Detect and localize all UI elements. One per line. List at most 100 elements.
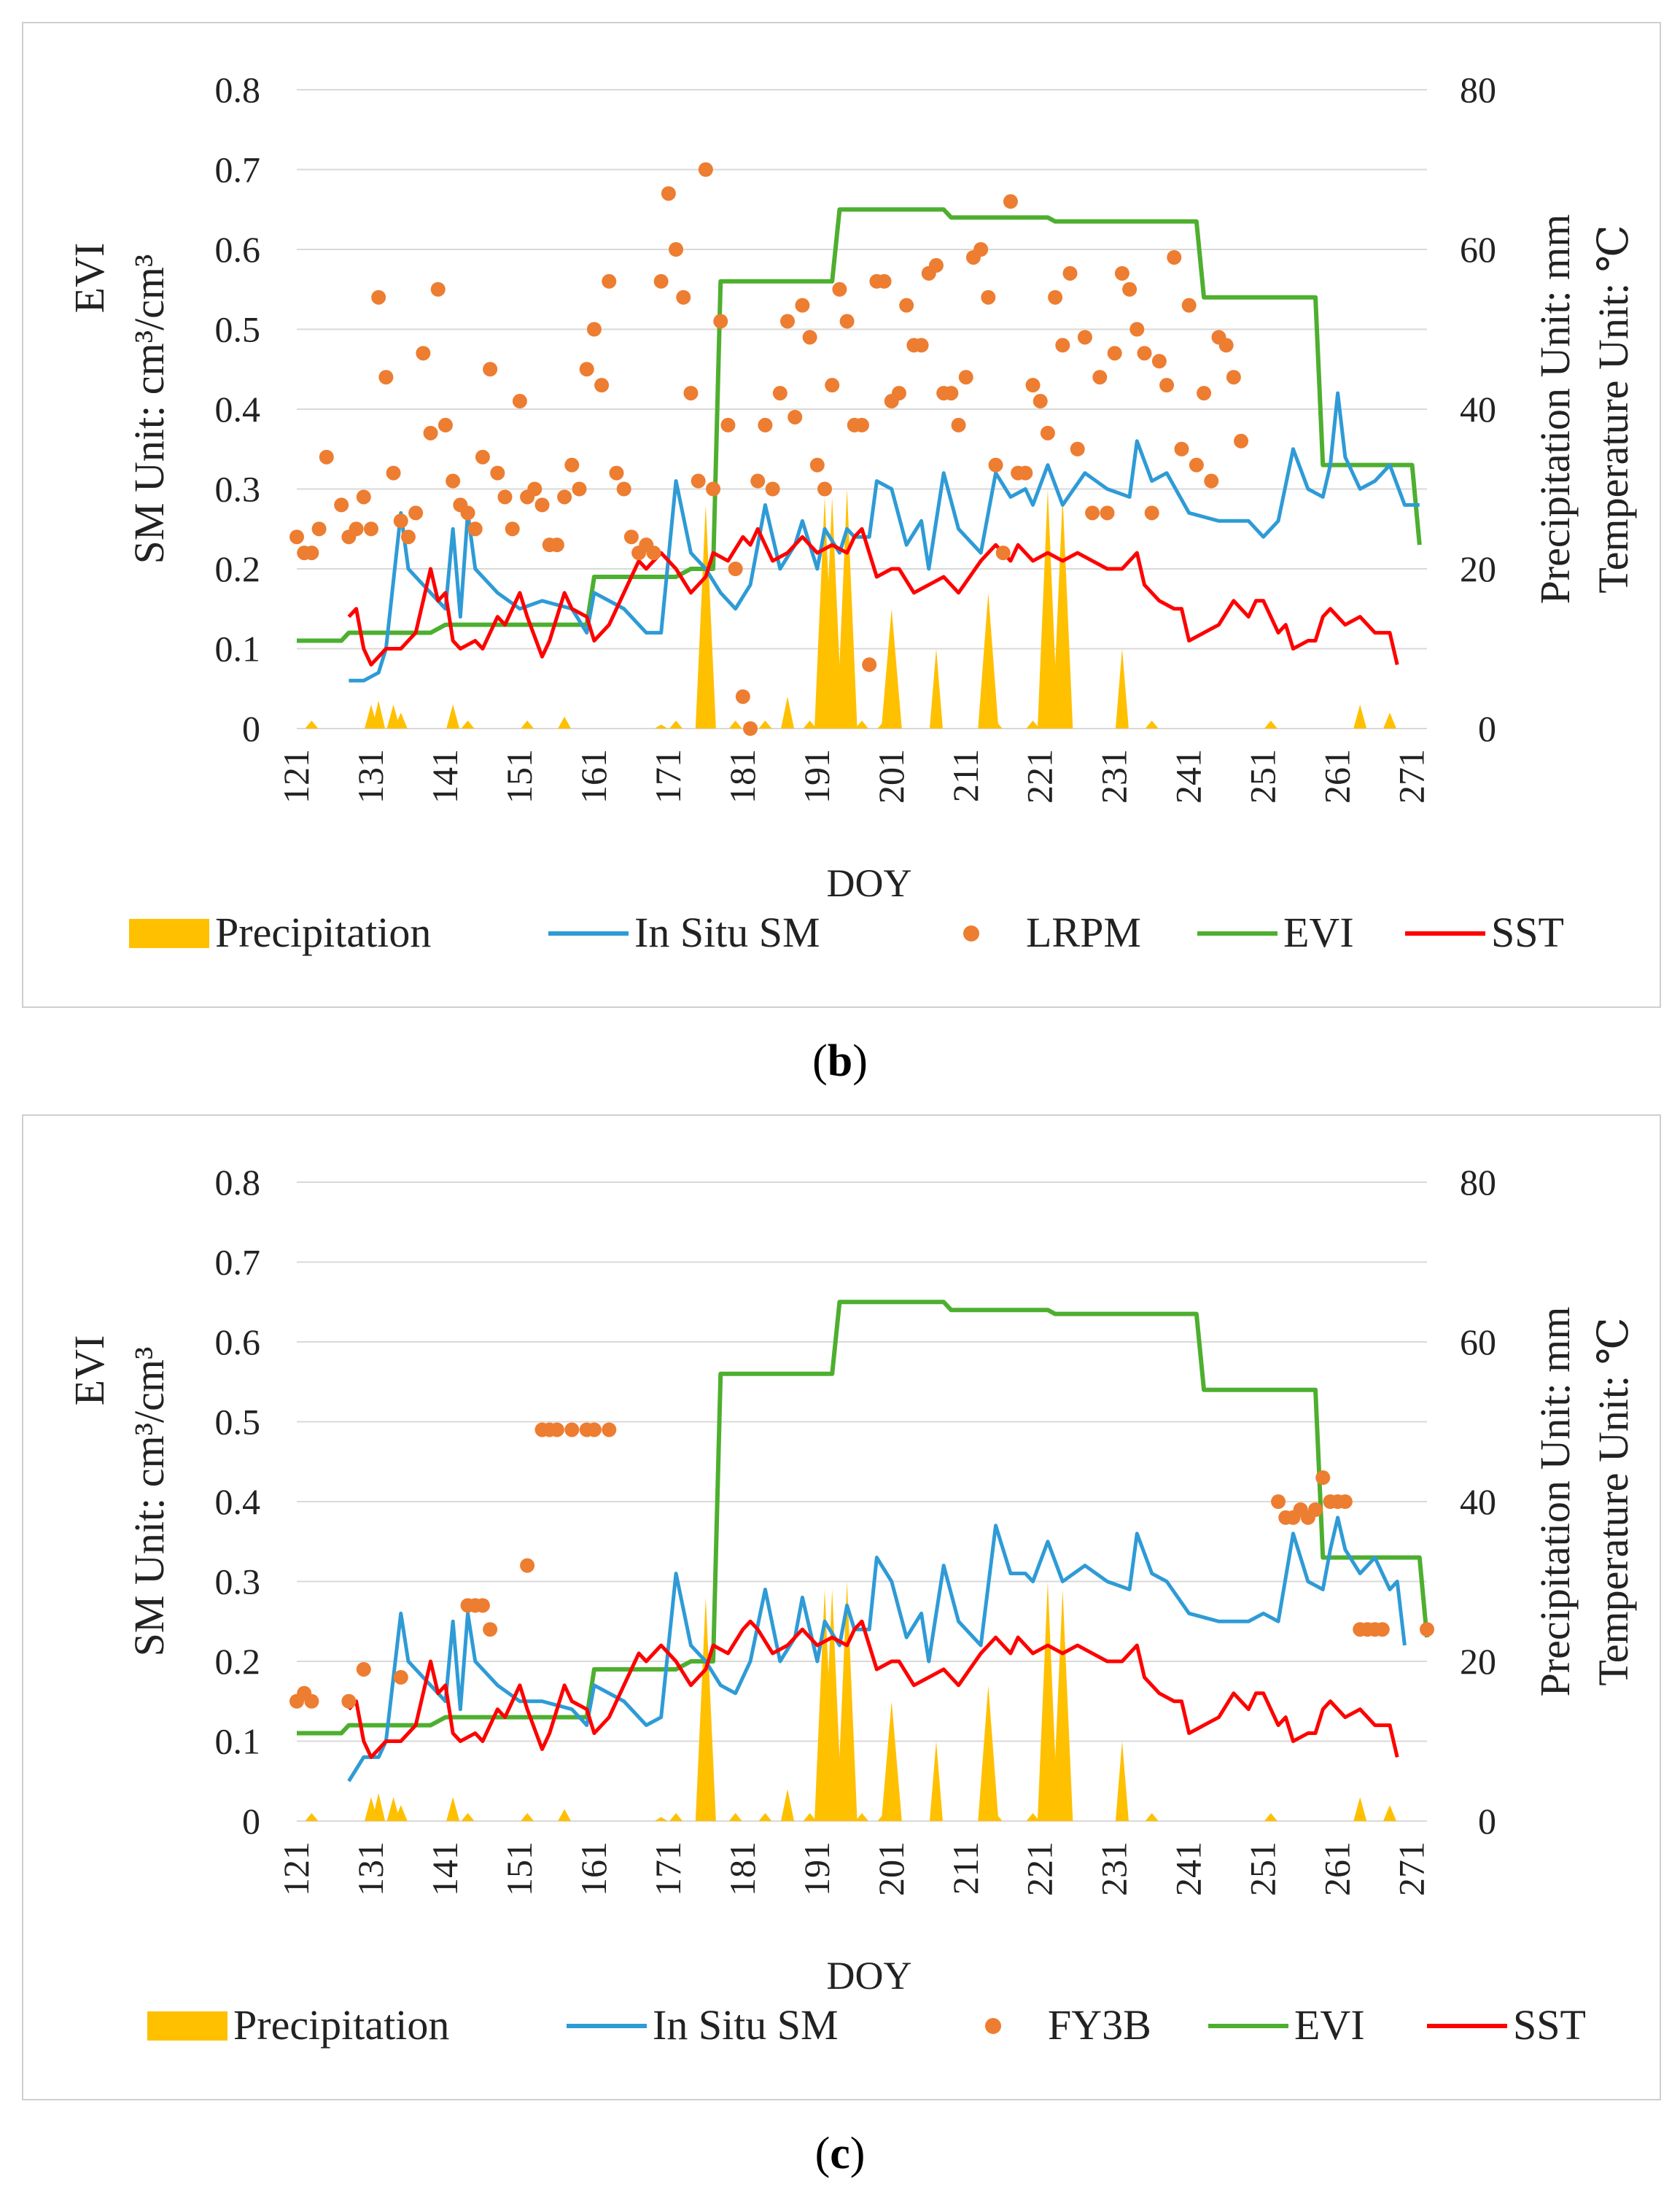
- caption-b-open: (: [812, 1036, 828, 1086]
- satellite-point: [423, 425, 438, 440]
- precipitation-bar: [881, 608, 902, 729]
- y-left-tick-label: 0.3: [215, 469, 261, 510]
- legend-swatch-precipitation: [147, 2011, 228, 2041]
- precipitation-bar: [836, 489, 858, 729]
- x-tick-label: 161: [573, 749, 614, 804]
- satellite-point: [1032, 394, 1048, 409]
- satellite-point: [430, 282, 446, 297]
- precipitation-bar: [1115, 648, 1129, 729]
- satellite-point: [958, 370, 973, 385]
- satellite-point: [1092, 370, 1108, 385]
- satellite-point: [520, 1558, 535, 1573]
- legend-label: EVI: [1294, 2001, 1365, 2049]
- satellite-point: [1174, 441, 1189, 457]
- precipitation-bar: [1145, 721, 1159, 729]
- y-left-tick-label: 0: [242, 708, 260, 749]
- satellite-point: [356, 489, 371, 505]
- precipitation-bar: [695, 1597, 716, 1821]
- satellite-point: [1197, 386, 1212, 401]
- chart-b: 0 0.1 0.2 0.3 0.4 0.5 0.6 0.7 0.8 0 20 40 60 80 121 131…: [66, 69, 1637, 956]
- satellite-point: [802, 330, 817, 345]
- satellite-point: [534, 497, 550, 513]
- precipitation-bar: [728, 721, 742, 729]
- satellite-point: [809, 457, 825, 473]
- precipitation-bar: [822, 1589, 843, 1821]
- precipitation-bar: [1052, 497, 1073, 729]
- satellite-point: [706, 481, 721, 497]
- satellite-point: [1025, 378, 1041, 393]
- legend-label: SST: [1513, 2001, 1586, 2049]
- y-left-tick-label: 0.8: [215, 69, 261, 110]
- y-left-title-sm: SM Unit: cm³/cm³: [125, 255, 173, 564]
- satellite-point: [475, 449, 490, 465]
- x-tick-label: 271: [1391, 1841, 1432, 1896]
- satellite-point: [1070, 441, 1085, 457]
- caption-b: (b): [0, 1036, 1680, 1087]
- satellite-point: [1137, 346, 1152, 361]
- satellite-point: [1234, 433, 1249, 449]
- satellite-point: [1226, 370, 1241, 385]
- precipitation-bar: [386, 705, 400, 729]
- x-tick-label: 191: [796, 1841, 837, 1896]
- legend-label: EVI: [1283, 909, 1354, 956]
- evi-line: [297, 1300, 1429, 1736]
- precipitation-bar: [758, 1813, 772, 1821]
- y-left-title-evi: EVI: [66, 243, 113, 314]
- precipitation-bar: [1026, 1813, 1040, 1821]
- y-right-tick-label: 60: [1460, 229, 1496, 270]
- satellite-point: [393, 513, 408, 529]
- legend-label: SST: [1491, 909, 1564, 956]
- precipitation-bar: [521, 721, 534, 729]
- satellite-point: [1308, 1502, 1323, 1517]
- legend-swatch-point: [985, 2018, 1001, 2034]
- x-tick-label: 201: [871, 1841, 911, 1896]
- satellite-point: [795, 298, 810, 313]
- precipitation-bar: [695, 505, 716, 729]
- satellite-point: [564, 1422, 580, 1437]
- satellite-point: [334, 497, 349, 513]
- satellite-point: [1420, 1622, 1434, 1637]
- satellite-point: [1189, 457, 1204, 473]
- y-right-tick-label: 20: [1460, 1641, 1496, 1682]
- satellite-point: [676, 290, 691, 305]
- satellite-point: [1167, 249, 1182, 265]
- x-tick-label: 221: [1019, 1841, 1060, 1896]
- satellite-point: [713, 314, 728, 329]
- satellite-point: [691, 473, 706, 489]
- y-left-title-evi: EVI: [66, 1335, 113, 1406]
- precipitation-bar: [669, 1813, 683, 1821]
- satellite-point: [512, 394, 527, 409]
- x-tick-label: 121: [276, 1841, 316, 1896]
- chart-c: 0 0.1 0.2 0.3 0.4 0.5 0.6 0.7 0.8 0 20 40 60 80 121 131…: [66, 1162, 1637, 2049]
- caption-c-letter: c: [830, 2129, 850, 2178]
- x-axis-title: DOY: [827, 1954, 912, 1998]
- satellite-point: [825, 378, 840, 393]
- satellite-point: [765, 481, 780, 497]
- precipitation-bar: [989, 1813, 1003, 1821]
- precipitation-bar: [836, 1581, 858, 1821]
- precipitation-bar: [654, 1817, 668, 1821]
- satellite-point: [557, 489, 572, 505]
- legend-label: Precipitation: [233, 2001, 449, 2049]
- satellite-point: [371, 290, 386, 305]
- satellite-point: [378, 370, 394, 385]
- x-axis-title: DOY: [827, 861, 912, 905]
- satellite-point: [772, 386, 788, 401]
- satellite-point: [891, 386, 906, 401]
- satellite-point: [416, 346, 431, 361]
- satellite-point: [1374, 1622, 1390, 1637]
- x-tick-label: 171: [648, 749, 688, 804]
- satellite-point: [750, 473, 766, 489]
- precipitation-bar: [394, 713, 408, 729]
- y-left-tick-label: 0.7: [215, 150, 261, 190]
- satellite-point: [586, 1422, 602, 1437]
- x-tick-label: 251: [1242, 1841, 1283, 1896]
- x-tick-label: 231: [1094, 749, 1135, 804]
- precipitation-bar: [558, 1809, 572, 1821]
- satellite-point: [1271, 1494, 1286, 1509]
- precipitation-bar: [881, 1701, 902, 1821]
- y-right-title-temperature: Temperature Unit: ℃: [1590, 225, 1637, 593]
- satellite-point: [1100, 505, 1115, 521]
- satellite-point: [341, 1693, 357, 1709]
- precipitation-bar: [446, 1797, 460, 1821]
